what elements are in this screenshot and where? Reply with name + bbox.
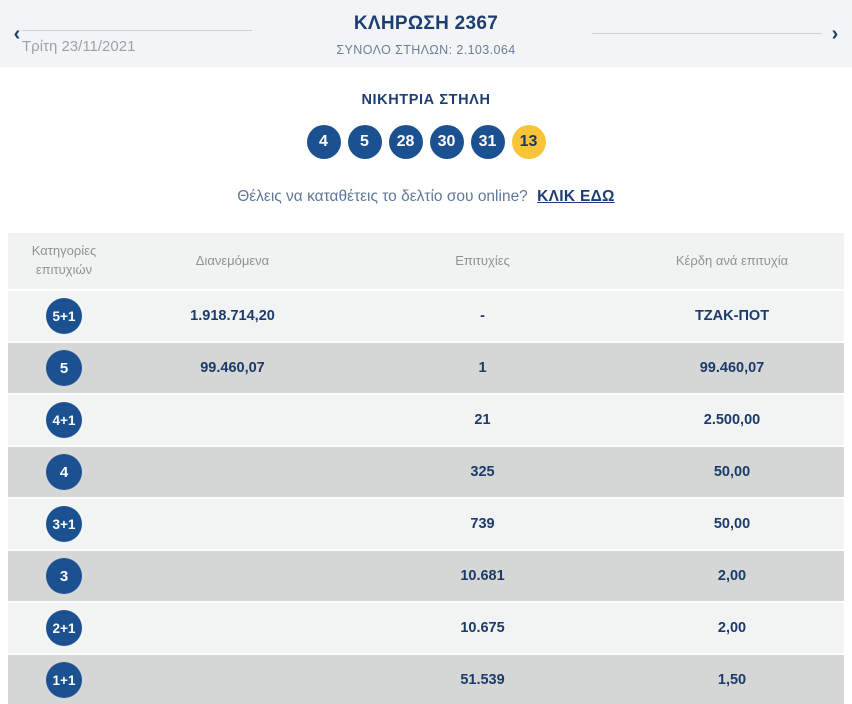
winners-cell: 739 bbox=[470, 516, 495, 532]
category-badge: 5+1 bbox=[46, 298, 82, 334]
prize-cell: 2.500,00 bbox=[703, 412, 761, 428]
draw-date-block: Τρίτη 23/11/2021 bbox=[22, 30, 252, 55]
table-body: 5+1 1.918.714,20 - ΤΖΑΚ-ΠΟΤ 5 99.460,07 … bbox=[8, 291, 844, 704]
distributed-cell: 99.460,07 bbox=[200, 360, 265, 376]
prize-cell: 99.460,07 bbox=[699, 360, 765, 376]
table-row: 4+1 21 2.500,00 bbox=[8, 395, 844, 447]
category-cell: 2+1 bbox=[8, 610, 120, 646]
draw-date: Τρίτη 23/11/2021 bbox=[22, 38, 136, 55]
category-cell: 3 bbox=[8, 558, 120, 594]
category-badge: 4 bbox=[46, 454, 82, 490]
category-badge: 5 bbox=[46, 350, 82, 386]
winning-number-ball: 30 bbox=[429, 125, 464, 159]
category-cell: 3+1 bbox=[8, 506, 120, 542]
winners-cell: - bbox=[480, 308, 485, 324]
winning-number-ball: 31 bbox=[470, 125, 505, 159]
category-badge: 3 bbox=[46, 558, 82, 594]
distributed-cell: 1.918.714,20 bbox=[190, 308, 275, 324]
prev-draw-button[interactable]: ‹ bbox=[7, 24, 27, 44]
winners-cell: 51.539 bbox=[460, 672, 505, 688]
category-cell: 4+1 bbox=[8, 402, 120, 438]
table-row: 2+1 10.675 2,00 bbox=[8, 603, 844, 655]
winners-cell: 1 bbox=[478, 360, 487, 376]
table-row: 5 99.460,07 1 99.460,07 bbox=[8, 343, 844, 395]
winners-cell: 325 bbox=[470, 464, 495, 480]
col-header-winners: Επιτυχίες bbox=[455, 252, 510, 268]
table-row: 1+1 51.539 1,50 bbox=[8, 655, 844, 704]
results-table: Κατηγορίες επιτυχιών Διανεμόμενα Επιτυχί… bbox=[8, 233, 844, 704]
table-row: 4 325 50,00 bbox=[8, 447, 844, 499]
category-badge: 2+1 bbox=[46, 610, 82, 646]
prize-cell: 50,00 bbox=[713, 516, 751, 532]
table-row: 3 10.681 2,00 bbox=[8, 551, 844, 603]
table-row: 5+1 1.918.714,20 - ΤΖΑΚ-ΠΟΤ bbox=[8, 291, 844, 343]
category-badge: 1+1 bbox=[46, 662, 82, 698]
draw-header: ‹ Τρίτη 23/11/2021 ΚΛΗΡΩΣΗ 2367 ΣΥΝΟΛΟ Σ… bbox=[0, 0, 852, 67]
winners-cell: 21 bbox=[474, 412, 491, 428]
category-badge: 3+1 bbox=[46, 506, 82, 542]
category-cell: 4 bbox=[8, 454, 120, 490]
category-badge: 4+1 bbox=[46, 402, 82, 438]
table-row: 3+1 739 50,00 bbox=[8, 499, 844, 551]
promo-text: Θέλεις να καταθέτεις το δελτίο σου onlin… bbox=[237, 188, 528, 205]
divider-line bbox=[592, 33, 822, 34]
draw-title: ΚΛΗΡΩΣΗ 2367 bbox=[353, 13, 499, 34]
click-here-link[interactable]: ΚΛΙΚ ΕΔΩ bbox=[537, 188, 615, 205]
winning-numbers: 4 5 28 30 31 13 bbox=[0, 125, 852, 159]
col-header-prize: Κέρδη ανά επιτυχία bbox=[675, 252, 789, 268]
prize-cell: 2,00 bbox=[717, 620, 747, 636]
table-header-row: Κατηγορίες επιτυχιών Διανεμόμενα Επιτυχί… bbox=[8, 233, 844, 291]
category-cell: 5 bbox=[8, 350, 120, 386]
winning-column-title: ΝΙΚΗΤΡΙΑ ΣΤΗΛΗ bbox=[361, 92, 491, 108]
col-header-categories: Κατηγορίες επιτυχιών bbox=[31, 243, 97, 277]
prize-cell: 50,00 bbox=[713, 464, 751, 480]
promo-line: Θέλεις να καταθέτεις το δελτίο σου onlin… bbox=[0, 188, 852, 206]
category-cell: 5+1 bbox=[8, 298, 120, 334]
winning-number-ball: 28 bbox=[388, 125, 423, 159]
winning-number-ball: 4 bbox=[306, 125, 341, 159]
total-columns: ΣΥΝΟΛΟ ΣΤΗΛΩΝ: 2.103.064 bbox=[336, 43, 516, 57]
category-cell: 1+1 bbox=[8, 662, 120, 698]
next-draw-button[interactable]: › bbox=[825, 24, 845, 44]
winning-number-ball: 5 bbox=[347, 125, 382, 159]
col-header-distributed: Διανεμόμενα bbox=[195, 252, 270, 268]
prize-cell: 1,50 bbox=[717, 672, 747, 688]
prize-cell: ΤΖΑΚ-ΠΟΤ bbox=[694, 308, 770, 324]
winners-cell: 10.675 bbox=[460, 620, 505, 636]
prize-cell: 2,00 bbox=[717, 568, 747, 584]
winners-cell: 10.681 bbox=[460, 568, 505, 584]
joker-number-ball: 13 bbox=[511, 125, 546, 159]
draw-title-block: ΚΛΗΡΩΣΗ 2367 ΣΥΝΟΛΟ ΣΤΗΛΩΝ: 2.103.064 bbox=[0, 13, 852, 57]
